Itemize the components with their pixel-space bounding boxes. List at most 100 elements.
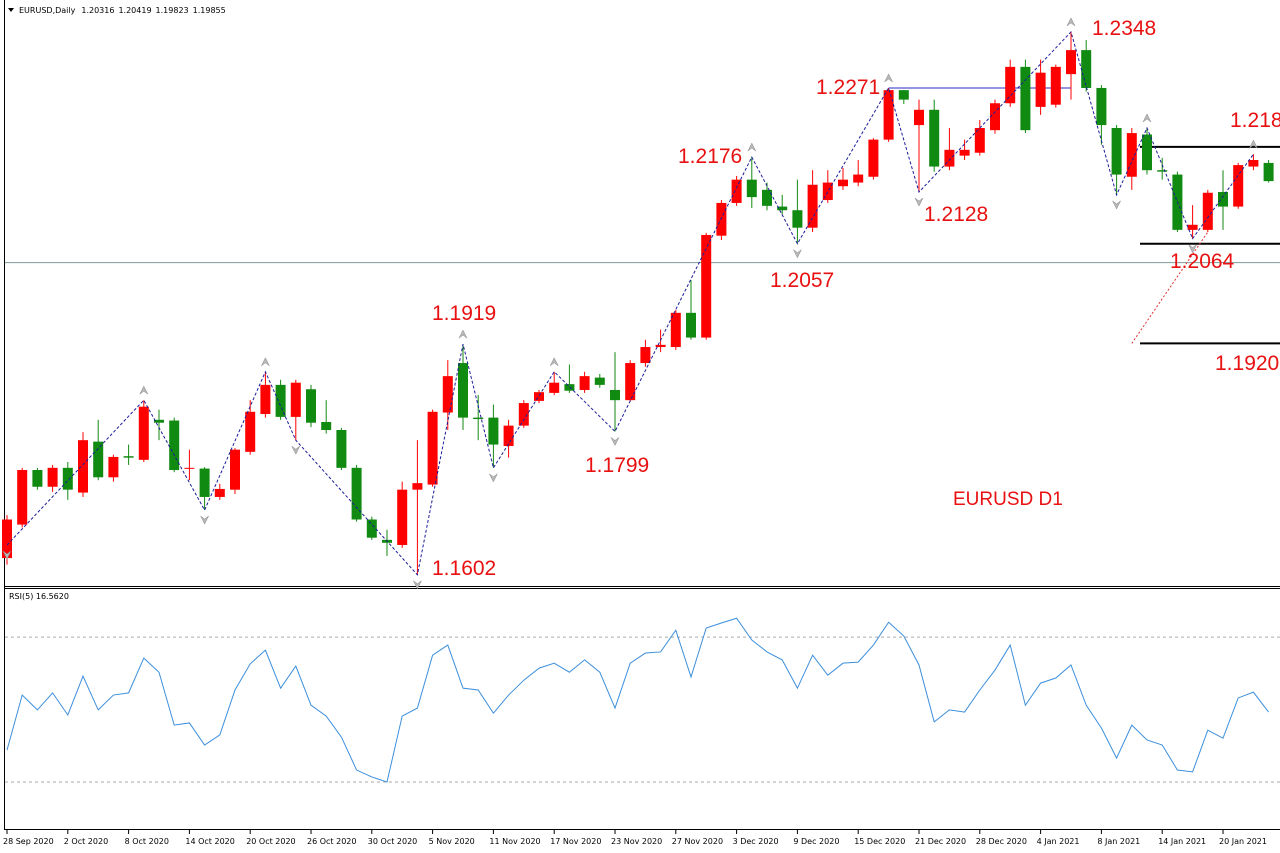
candle-body (321, 421, 332, 430)
candle-body (625, 363, 636, 401)
annotation: 1.2176 (678, 145, 742, 168)
projection-line (1131, 231, 1209, 344)
candle-body (184, 467, 195, 469)
candle-body (944, 149, 955, 167)
candle-body (1142, 134, 1152, 171)
candle-body (731, 179, 742, 203)
candle-body (898, 90, 909, 100)
swing-arrow (914, 197, 924, 207)
candle-body (1111, 127, 1122, 175)
swing-arrow (884, 73, 893, 83)
x-tick-label: 15 Dec 2020 (854, 837, 905, 846)
candle-body (199, 468, 210, 497)
candle-body (108, 456, 119, 478)
candle-body (1066, 50, 1076, 75)
candle-body (807, 184, 818, 228)
swing-arrow (261, 357, 270, 366)
swing-arrow (458, 329, 468, 339)
candle-body (1157, 170, 1168, 172)
swing-arrow (793, 249, 802, 259)
candle-body (686, 312, 696, 338)
swing-arrow (1066, 17, 1076, 27)
candle-body (1218, 192, 1228, 207)
swing-arrow (200, 515, 209, 525)
swing-arrow (747, 142, 757, 152)
candle-body (929, 109, 940, 167)
candle-body (123, 456, 134, 458)
x-tick-label: 21 Dec 2020 (915, 837, 966, 846)
annotation: 1.2057 (770, 269, 834, 292)
x-tick-label: 17 Nov 2020 (550, 837, 601, 846)
x-tick-label: 26 Oct 2020 (307, 837, 356, 846)
candle-body (762, 189, 772, 206)
candle-body (990, 103, 1000, 131)
candle-body (473, 417, 484, 420)
x-tick-label: 3 Dec 2020 (733, 837, 779, 846)
x-tick-label: 20 Oct 2020 (246, 837, 295, 846)
candle-body (154, 419, 164, 423)
candle-body (655, 344, 666, 348)
candle-body (260, 384, 271, 414)
candle-body (306, 389, 316, 423)
candle-body (351, 467, 362, 520)
x-tick-label: 8 Jan 2021 (1097, 837, 1140, 846)
candle-body (230, 449, 240, 490)
candle-body (1233, 165, 1244, 207)
candle-body (670, 312, 681, 348)
annotation: EURUSD D1 (953, 489, 1063, 510)
candle-body (1020, 66, 1031, 131)
x-tick-label: 9 Dec 2020 (793, 837, 839, 846)
candle-body (914, 109, 924, 126)
x-tick-label: 4 Jan 2021 (1037, 837, 1080, 846)
x-tick-label: 5 Nov 2020 (429, 837, 475, 846)
x-tick-label: 2 Oct 2020 (64, 837, 108, 846)
candle-body (245, 411, 256, 452)
symbol: EURUSD,Daily (19, 6, 76, 15)
annotation: 1.2348 (1092, 17, 1156, 40)
x-tick-label: 28 Sep 2020 (3, 837, 54, 846)
candle-body (366, 519, 377, 538)
candle-body (1248, 160, 1259, 167)
candle-body (959, 149, 970, 156)
candle-body (1035, 72, 1046, 107)
candle-body (397, 489, 408, 545)
candle-body (868, 139, 879, 177)
annotation: 1.2128 (924, 203, 988, 226)
candle-body (1005, 66, 1016, 104)
header-value: 1.19855 (193, 6, 226, 15)
annotation: 1.2064 (1170, 250, 1235, 273)
x-tick-label: 14 Oct 2020 (185, 837, 234, 846)
annotation: 1.1602 (432, 557, 496, 580)
candle-body (169, 420, 180, 471)
candle-body (17, 470, 28, 525)
swing-arrow (1188, 244, 1197, 254)
candle-body (518, 403, 529, 426)
candle-body (290, 382, 301, 417)
annotation: 1.2271 (816, 76, 880, 99)
menu-arrow (8, 8, 14, 12)
swing-arrow (1112, 200, 1121, 210)
candle-body (442, 376, 453, 413)
candle-body (62, 467, 73, 490)
annotation: 1.1919 (432, 302, 496, 325)
candle-body (47, 467, 58, 487)
swing-arrow (549, 357, 559, 366)
candle-body (792, 210, 803, 228)
candle-body (1096, 87, 1107, 126)
candle-body (93, 441, 104, 478)
candle-body (640, 347, 651, 364)
swing-arrow (2, 550, 12, 560)
candle-body (564, 384, 575, 391)
chart-header: EURUSD,Daily 1.20316 1.20419 1.19823 1.19855 (19, 6, 226, 15)
rsi-line (6, 617, 1269, 783)
candle-body (488, 417, 499, 445)
header-value: 1.20419 (118, 6, 151, 15)
candle-body (1202, 192, 1213, 230)
candle-body (2, 519, 12, 559)
annotation: 1.1920 (1215, 352, 1279, 375)
candle-body (458, 363, 468, 418)
candle-body (822, 182, 833, 201)
candle-body (1050, 66, 1061, 105)
